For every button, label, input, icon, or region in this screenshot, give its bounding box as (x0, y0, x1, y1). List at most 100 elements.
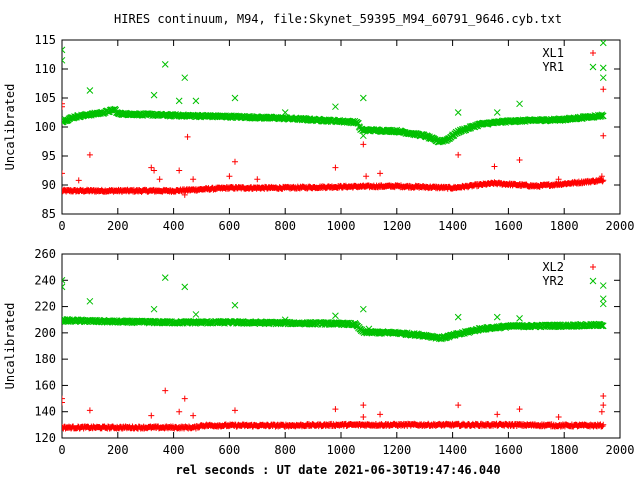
x-tick-label: 2000 (606, 219, 635, 233)
point-yr2 (495, 324, 502, 332)
outlier-yr1 (150, 91, 158, 99)
x-axis-label: rel seconds : UT date 2021-06-30T19:47:4… (175, 463, 500, 477)
outlier-xl1 (516, 157, 523, 164)
outlier-yr1 (281, 109, 289, 116)
outlier-xl2 (176, 408, 183, 415)
x-tick-label: 1800 (550, 219, 579, 233)
x-tick-label: 1400 (438, 219, 467, 233)
outlier-yr1 (181, 74, 189, 82)
outlier-xl2 (332, 406, 339, 413)
x-tick-label: 0 (58, 219, 65, 233)
outlier-yr2 (332, 312, 339, 320)
x-tick-label: 1200 (382, 443, 411, 457)
x-tick-label: 1600 (494, 219, 523, 233)
outlier-xl2 (62, 399, 65, 406)
y-tick-label: 105 (34, 91, 56, 105)
x-tick-label: 200 (107, 443, 129, 457)
outlier-xl2 (181, 395, 188, 402)
outlier-yr1 (86, 87, 94, 94)
outlier-yr2 (599, 295, 607, 303)
x-tick-label: 1000 (327, 443, 356, 457)
data-points (62, 274, 607, 432)
outlier-yr2 (86, 297, 94, 305)
outlier-xl1 (62, 100, 65, 107)
outlier-xl1 (62, 103, 65, 110)
outlier-xl1 (176, 167, 183, 174)
outlier-xl2 (377, 411, 384, 418)
outlier-yr2 (493, 313, 501, 321)
outlier-yr1 (161, 61, 169, 68)
legend-label-xl2: XL2 (542, 260, 564, 274)
outlier-xl1 (363, 173, 370, 180)
outlier-xl2 (494, 411, 501, 418)
outlier-yr1 (231, 94, 239, 102)
y-tick-label: 260 (34, 247, 56, 261)
outlier-xl2 (148, 412, 155, 419)
outlier-yr1 (192, 97, 200, 105)
outlier-yr2 (181, 283, 189, 291)
outlier-xl1 (181, 191, 188, 198)
point-xl1 (599, 178, 606, 185)
point-xl1 (600, 177, 607, 184)
y-tick-label: 110 (34, 62, 56, 76)
outlier-yr2 (281, 316, 289, 324)
outlier-yr2 (192, 311, 200, 318)
outlier-yr1 (599, 40, 607, 47)
outlier-yr1 (359, 132, 367, 140)
y-tick-label: 90 (42, 178, 56, 192)
outlier-xl1 (600, 132, 607, 139)
x-tick-label: 1600 (494, 443, 523, 457)
outlier-yr2 (62, 276, 66, 284)
y-tick-label: 240 (34, 273, 56, 287)
y-tick-label: 160 (34, 378, 56, 392)
outlier-yr1 (599, 74, 607, 82)
outlier-xl1 (555, 176, 562, 183)
y-tick-label: 200 (34, 326, 56, 340)
legend-marker-xl1 (590, 50, 596, 56)
outlier-xl1 (148, 164, 155, 171)
outlier-xl1 (231, 158, 238, 165)
y-tick-label: 140 (34, 405, 56, 419)
top-panel: 0 200 400 600 800 1000 1200 1400 1600 1800 2000 85 9… (3, 33, 634, 233)
outlier-xl1 (190, 176, 197, 183)
outlier-xl2 (600, 402, 607, 409)
y-axis-label: Uncalibrated (3, 84, 17, 171)
outlier-xl2 (162, 387, 169, 394)
outlier-yr2 (150, 305, 158, 313)
plot-frame (61, 253, 621, 439)
y-tick-label: 95 (42, 149, 56, 163)
outlier-yr1 (175, 97, 183, 105)
point-yr1 (597, 113, 605, 120)
point-xl2 (599, 423, 606, 430)
legend-marker-yr1 (589, 63, 597, 71)
x-tick-label: 400 (163, 443, 185, 457)
x-tick-label: 200 (107, 219, 129, 233)
outlier-yr1 (493, 109, 501, 116)
outlier-yr2 (599, 282, 607, 289)
outlier-xl1 (491, 163, 498, 170)
outlier-xl2 (360, 413, 367, 420)
x-tick-label: 400 (163, 219, 185, 233)
outlier-xl1 (86, 151, 93, 158)
outlier-yr2 (231, 301, 239, 309)
outlier-xl1 (600, 86, 607, 93)
outlier-xl2 (455, 402, 462, 409)
x-tick-label: 1000 (327, 219, 356, 233)
legend-label-yr2: YR2 (542, 274, 564, 288)
legend-marker-yr2 (589, 277, 597, 285)
outlier-xl2 (86, 407, 93, 414)
chart-title: HIRES continuum, M94, file:Skynet_59395_… (114, 12, 562, 26)
outlier-xl1 (377, 170, 384, 177)
outlier-xl1 (455, 151, 462, 158)
outlier-yr1 (62, 46, 66, 54)
outlier-yr2 (359, 305, 367, 313)
point-yr2 (599, 322, 607, 330)
point-yr1 (599, 112, 607, 120)
x-tick-label: 0 (58, 443, 65, 457)
bottom-panel: 0 200 400 600 800 1000 1200 1400 1600 1800 2000 120… (3, 247, 634, 457)
legend-label-yr1: YR1 (542, 60, 564, 74)
y-tick-label: 100 (34, 120, 56, 134)
x-tick-label: 600 (219, 443, 241, 457)
y-tick-label: 115 (34, 33, 56, 47)
